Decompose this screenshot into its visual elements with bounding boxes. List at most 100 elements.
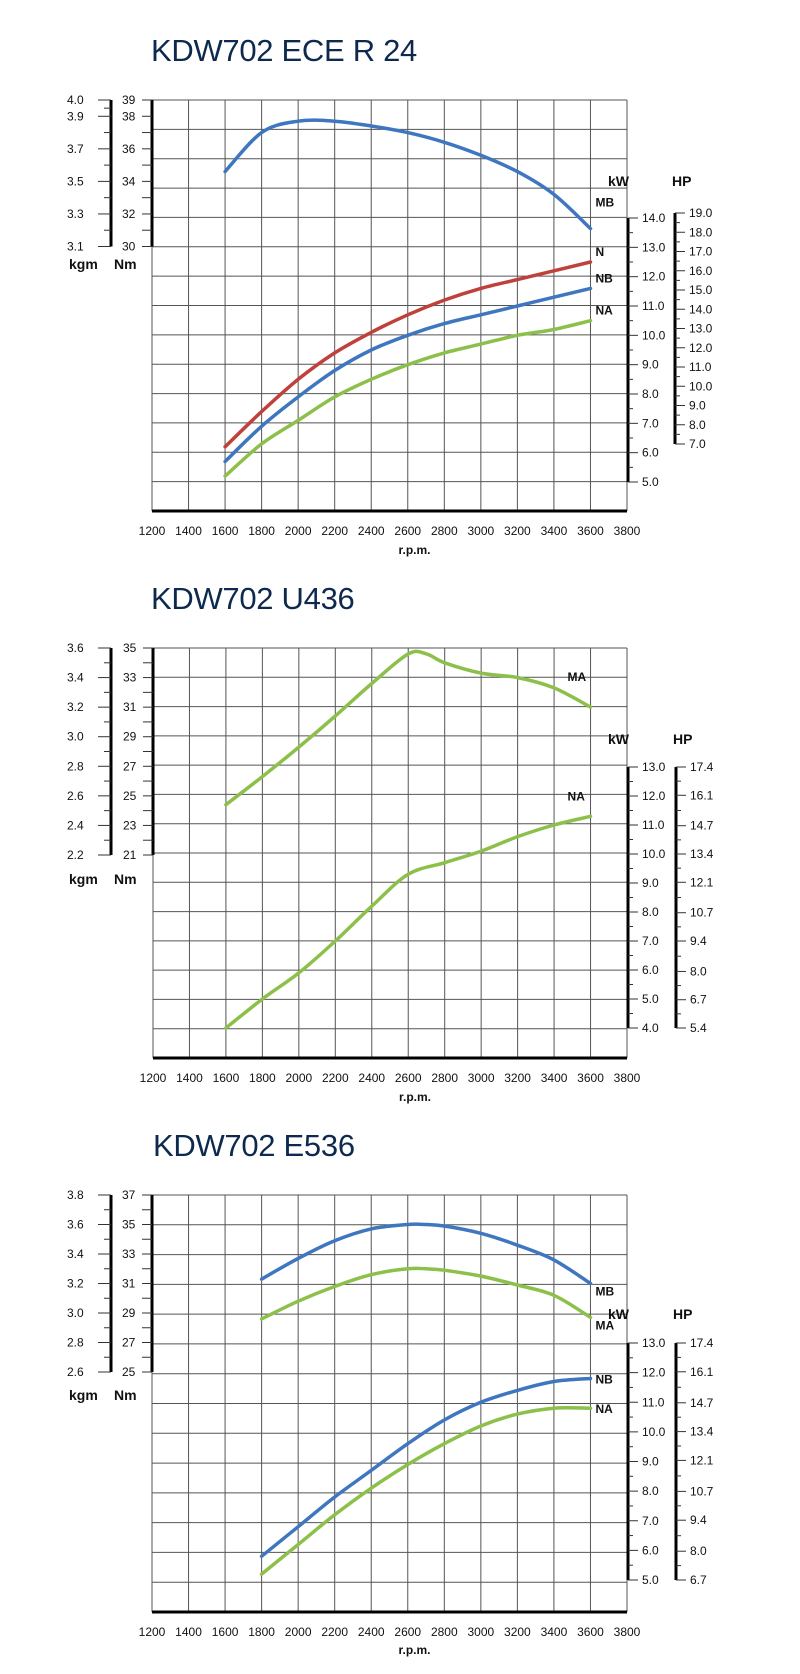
nm-tick-label: 37 xyxy=(122,1188,136,1202)
kw-tick-label: 11.0 xyxy=(642,818,665,832)
series-label-ma: MA xyxy=(595,1318,614,1332)
kw-tick-label: 5.0 xyxy=(642,1573,659,1587)
x-axis-title: r.p.m. xyxy=(398,543,430,557)
nm-tick-label: 27 xyxy=(122,1336,136,1350)
hp-tick-label: 13.0 xyxy=(689,322,713,336)
x-tick-label: 3000 xyxy=(467,524,494,538)
x-axis-title: r.p.m. xyxy=(399,1090,431,1104)
kw-tick-label: 5.0 xyxy=(642,992,659,1006)
x-tick-label: 1800 xyxy=(249,1071,276,1085)
kgm-tick-label: 3.4 xyxy=(67,671,84,685)
kgm-tick-label: 3.4 xyxy=(67,1247,84,1261)
x-tick-label: 2600 xyxy=(394,1625,421,1639)
nm-tick-label: 21 xyxy=(123,848,137,862)
series-label-n: N xyxy=(595,245,604,259)
x-tick-label: 3600 xyxy=(577,1625,604,1639)
kgm-tick-label: 2.6 xyxy=(67,789,84,803)
series-na-curve xyxy=(223,318,593,478)
series-label-mb: MB xyxy=(595,1285,614,1299)
x-tick-label: 3400 xyxy=(541,1071,568,1085)
kw-tick-label: 9.0 xyxy=(642,876,659,890)
x-tick-label: 3800 xyxy=(614,524,641,538)
hp-tick-label: 17.4 xyxy=(690,1336,714,1350)
series-nb-curve xyxy=(223,286,593,464)
kw-unit-label: kW xyxy=(608,1306,630,1322)
chart-title-e536: KDW702 E536 xyxy=(153,1128,355,1163)
series-label-nb: NB xyxy=(595,271,613,285)
hp-tick-label: 13.4 xyxy=(690,847,714,861)
nm-tick-label: 31 xyxy=(122,1277,136,1291)
hp-tick-label: 5.4 xyxy=(690,1021,707,1035)
nm-tick-label: 29 xyxy=(123,730,137,744)
x-tick-label: 1600 xyxy=(212,1625,239,1639)
chart-title-u436: KDW702 U436 xyxy=(151,581,355,616)
kgm-tick-label: 3.1 xyxy=(67,240,84,254)
nm-tick-label: 39 xyxy=(122,93,136,107)
kw-tick-label: 14.0 xyxy=(642,211,666,225)
kw-tick-label: 11.0 xyxy=(642,1395,665,1409)
hp-tick-label: 8.0 xyxy=(690,1544,707,1558)
kgm-tick-label: 3.0 xyxy=(67,730,84,744)
kgm-tick-label: 3.7 xyxy=(67,142,84,156)
kw-tick-label: 4.0 xyxy=(642,1021,659,1035)
kw-tick-label: 6.0 xyxy=(642,1543,659,1557)
kgm-tick-label: 3.2 xyxy=(67,700,84,714)
hp-tick-label: 16.0 xyxy=(689,264,713,278)
hp-tick-label: 17.4 xyxy=(690,760,714,774)
series-n-curve xyxy=(223,260,593,449)
kgm-tick-label: 4.0 xyxy=(67,93,84,107)
nm-unit-label: Nm xyxy=(114,871,137,887)
kw-tick-label: 7.0 xyxy=(642,416,659,430)
hp-tick-label: 14.7 xyxy=(690,1396,714,1410)
x-tick-label: 1600 xyxy=(212,524,239,538)
series-ma-curve xyxy=(259,1266,593,1321)
x-tick-label: 3600 xyxy=(577,1071,604,1085)
kw-tick-label: 9.0 xyxy=(642,1455,659,1469)
kw-tick-label: 13.0 xyxy=(642,1336,666,1350)
x-tick-label: 2400 xyxy=(358,1071,385,1085)
chart-3: 1200 1400 1600 1800 2000 2200 2400 2600 2800 3000… xyxy=(67,1188,714,1657)
kw-tick-label: 11.0 xyxy=(642,299,665,313)
nm-tick-label: 35 xyxy=(122,1218,136,1232)
kw-tick-label: 6.0 xyxy=(642,446,659,460)
nm-tick-label: 30 xyxy=(122,240,136,254)
kw-tick-label: 7.0 xyxy=(642,934,659,948)
nm-tick-label: 23 xyxy=(123,818,137,832)
kgm-tick-label: 3.2 xyxy=(67,1277,84,1291)
kgm-tick-label: 3.0 xyxy=(67,1306,84,1320)
x-tick-label: 3600 xyxy=(577,524,604,538)
x-tick-label: 2600 xyxy=(394,524,421,538)
kw-tick-label: 10.0 xyxy=(642,1425,666,1439)
series-na-curve xyxy=(224,814,593,1030)
hp-tick-label: 14.7 xyxy=(690,819,714,833)
hp-tick-label: 16.1 xyxy=(690,788,714,802)
kw-tick-label: 8.0 xyxy=(642,905,659,919)
hp-tick-label: 10.7 xyxy=(690,906,714,920)
kgm-tick-label: 3.5 xyxy=(67,174,84,188)
kgm-tick-label: 2.2 xyxy=(67,848,84,862)
x-tick-label: 1200 xyxy=(139,524,166,538)
kgm-tick-label: 3.6 xyxy=(67,1218,84,1232)
hp-tick-label: 12.0 xyxy=(689,341,713,355)
nm-tick-label: 25 xyxy=(123,789,137,803)
kw-tick-label: 12.0 xyxy=(642,1366,666,1380)
nm-tick-label: 33 xyxy=(123,671,137,685)
hp-tick-label: 12.1 xyxy=(690,875,714,889)
series-label-nb: NB xyxy=(595,1373,613,1387)
chart-2: 1200 1400 1600 1800 2000 2200 2400 2600 2800 3000… xyxy=(67,641,714,1104)
x-tick-label: 1800 xyxy=(248,524,275,538)
x-tick-label: 3800 xyxy=(614,1625,641,1639)
kw-tick-label: 13.0 xyxy=(642,760,666,774)
series-mb-curve xyxy=(259,1222,593,1286)
series-nb-curve xyxy=(259,1376,593,1559)
chart-1: 1200 1400 1600 1800 2000 2200 2400 2600 2800 3000… xyxy=(67,93,713,557)
x-tick-label: 3000 xyxy=(467,1625,494,1639)
kw-tick-label: 13.0 xyxy=(642,240,666,254)
kgm-tick-label: 2.4 xyxy=(67,818,84,832)
series-label-ma: MA xyxy=(568,670,587,684)
nm-unit-label: Nm xyxy=(114,256,137,272)
hp-tick-label: 16.1 xyxy=(690,1365,714,1379)
kgm-tick-label: 2.8 xyxy=(67,759,84,773)
x-tick-label: 1200 xyxy=(139,1625,166,1639)
